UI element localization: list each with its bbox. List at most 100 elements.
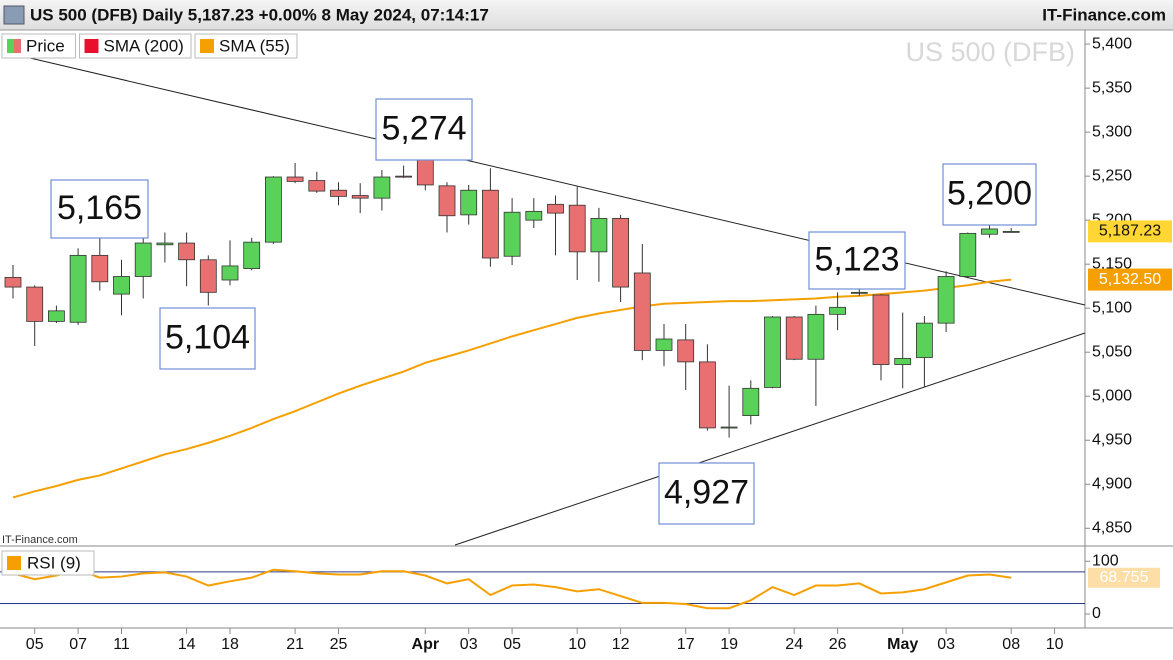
x-tick-label: 08 bbox=[1002, 636, 1020, 653]
source: IT-Finance.com bbox=[1042, 5, 1166, 24]
x-tick-label: May bbox=[887, 636, 918, 653]
y-tick-label: 5,400 bbox=[1092, 35, 1132, 52]
legend-swatch bbox=[7, 39, 14, 53]
icon bbox=[3, 5, 25, 25]
x-tick-label: Apr bbox=[412, 636, 440, 653]
rsi-tick-label: 100 bbox=[1092, 552, 1119, 569]
candle-body bbox=[829, 306, 846, 315]
candle-body bbox=[438, 185, 456, 217]
y-tick-label: 5,100 bbox=[1092, 299, 1132, 316]
candle-body bbox=[612, 217, 629, 288]
sma-tag-label: 5,132.50 bbox=[1099, 271, 1161, 288]
candle-body bbox=[286, 176, 304, 182]
trendline bbox=[454, 332, 1086, 546]
candle-body bbox=[742, 387, 760, 416]
x-tick-label: 17 bbox=[677, 636, 695, 653]
candle-body bbox=[26, 286, 44, 322]
x-tick-label: 07 bbox=[69, 636, 87, 653]
candle-body bbox=[785, 316, 803, 360]
x-tick-label: 11 bbox=[113, 636, 130, 653]
candle-body bbox=[199, 259, 217, 293]
candle-body bbox=[807, 313, 825, 360]
candle-body bbox=[699, 361, 716, 429]
annotation-box bbox=[159, 307, 256, 370]
candle-body bbox=[916, 322, 933, 358]
rsi-tag bbox=[1088, 567, 1160, 588]
sma-tag bbox=[1088, 268, 1172, 291]
x-tick-label: 25 bbox=[330, 636, 348, 653]
legend-label: Price bbox=[26, 36, 65, 55]
rsi-tag-label: 68.755 bbox=[1100, 569, 1149, 586]
candle-body bbox=[503, 211, 521, 257]
trendline bbox=[29, 57, 1086, 306]
candle-body bbox=[720, 426, 738, 429]
annotation-box bbox=[658, 462, 755, 525]
legend-swatch bbox=[84, 39, 99, 53]
candle-body bbox=[4, 276, 22, 288]
candle-body bbox=[221, 265, 239, 281]
candle-body bbox=[1002, 230, 1020, 233]
x-tick-label: 10 bbox=[568, 636, 586, 653]
candle-body bbox=[134, 242, 152, 277]
y-tick-label: 4,950 bbox=[1092, 431, 1132, 448]
legend-label: RSI (9) bbox=[27, 553, 81, 572]
annotation-box bbox=[50, 179, 149, 239]
candle-body bbox=[243, 241, 261, 269]
legend-swatch bbox=[14, 39, 21, 53]
y-tick-label: 5,250 bbox=[1092, 167, 1132, 184]
annotation: 4,927 bbox=[664, 473, 749, 511]
candle-body bbox=[69, 254, 87, 323]
candle-body bbox=[395, 175, 413, 178]
x-tick-label: 24 bbox=[785, 636, 803, 653]
candle-body bbox=[481, 189, 499, 259]
candle-body bbox=[677, 339, 695, 363]
candle-body bbox=[937, 276, 955, 324]
price-tag-label: 5,187.23 bbox=[1099, 223, 1161, 240]
candle-body bbox=[460, 189, 478, 216]
candle-body bbox=[373, 176, 391, 199]
legend-swatch bbox=[200, 39, 214, 53]
candle-body bbox=[568, 204, 586, 253]
x-tick-label: 18 bbox=[221, 636, 239, 653]
candle-body bbox=[264, 176, 282, 243]
y-tick-label: 5,300 bbox=[1092, 123, 1132, 140]
candle-body bbox=[872, 294, 890, 365]
footer-source: IT-Finance.com bbox=[2, 534, 78, 546]
candle-body bbox=[308, 180, 326, 192]
candle-body bbox=[894, 357, 912, 365]
chart-title: US 500 (DFB) Daily 5,187.23 +0.00% 8 May… bbox=[30, 5, 489, 24]
x-tick-label: 03 bbox=[460, 636, 478, 653]
candle-body bbox=[547, 203, 564, 214]
annotation-box bbox=[808, 231, 906, 290]
candle-body bbox=[655, 338, 673, 351]
rsi-line bbox=[12, 568, 1012, 610]
y-tick-label: 5,350 bbox=[1092, 79, 1132, 96]
candle-body bbox=[91, 254, 109, 283]
x-tick-label: 10 bbox=[1046, 636, 1064, 653]
x-tick-label: 19 bbox=[720, 636, 738, 653]
candle-body bbox=[764, 316, 781, 388]
candle-body bbox=[633, 272, 651, 351]
candle-body bbox=[850, 291, 868, 294]
legend-label: SMA (55) bbox=[219, 36, 290, 55]
candle-body bbox=[156, 242, 174, 246]
legend-label: SMA (200) bbox=[104, 36, 184, 55]
annotation-box bbox=[375, 98, 473, 161]
legend-swatch bbox=[7, 556, 21, 570]
price-tag bbox=[1088, 220, 1172, 243]
x-tick-label: 12 bbox=[612, 636, 630, 653]
x-tick-label: 05 bbox=[26, 636, 44, 653]
rsi-tick-label: 0 bbox=[1092, 605, 1101, 622]
candle-body bbox=[959, 232, 977, 277]
sma-line bbox=[12, 278, 1012, 499]
candle-body bbox=[525, 210, 543, 221]
y-tick-label: 5,000 bbox=[1092, 387, 1132, 404]
y-tick-label: 5,150 bbox=[1092, 255, 1132, 272]
x-tick-label: 14 bbox=[178, 636, 196, 653]
candle-body bbox=[48, 310, 65, 322]
annotation: 5,165 bbox=[57, 189, 142, 227]
x-tick-label: 21 bbox=[286, 636, 304, 653]
y-tick-label: 4,850 bbox=[1092, 519, 1132, 536]
y-tick-label: 4,900 bbox=[1092, 475, 1132, 492]
